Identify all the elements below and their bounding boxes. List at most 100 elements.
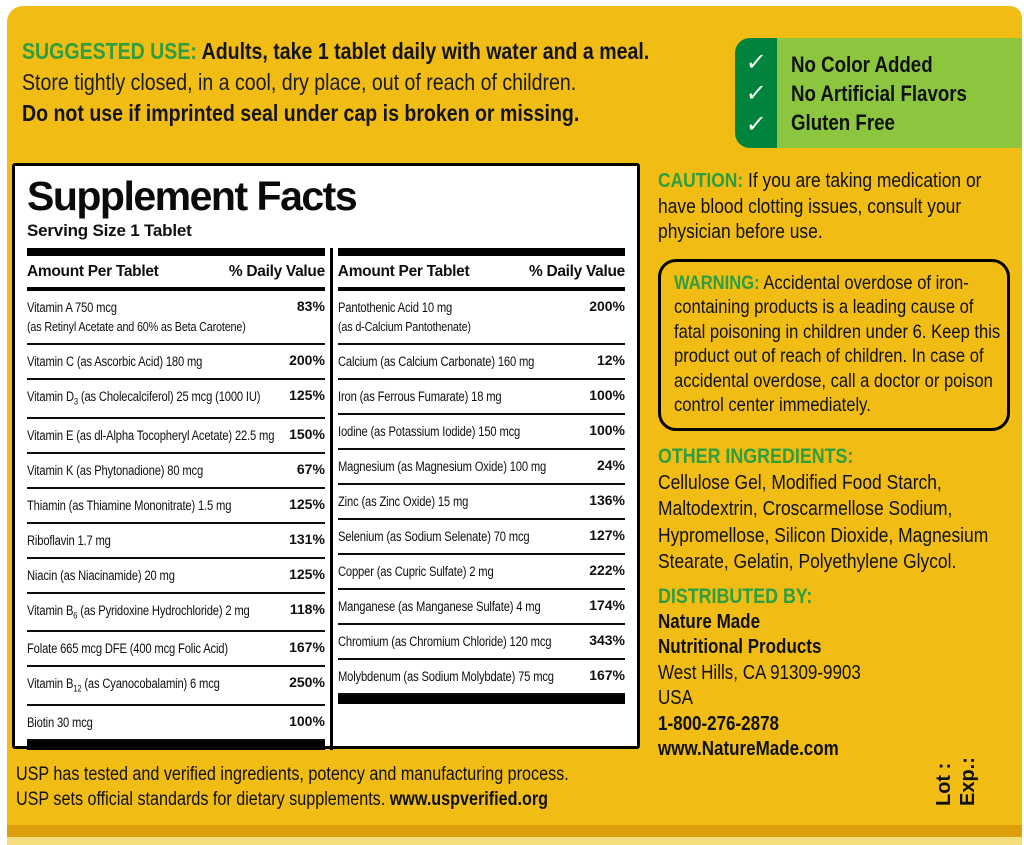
fact-row: Vitamin E (as dl-Alpha Tocopheryl Acetat… bbox=[27, 419, 325, 454]
fact-row: Manganese (as Manganese Sulfate) 4 mg 174… bbox=[337, 590, 625, 625]
column-divider bbox=[329, 248, 333, 751]
fact-row: Vitamin B6 (as Pyridoxine Hydrochloride)… bbox=[27, 594, 325, 633]
fact-row: Thiamin (as Thiamine Mononitrate) 1.5 mg… bbox=[27, 489, 325, 524]
caution-text: If you are taking medication or have blo… bbox=[658, 169, 982, 243]
caution-heading: CAUTION: bbox=[658, 169, 744, 192]
warning-heading: WARNING: bbox=[674, 271, 760, 294]
daily-value: 136% bbox=[589, 492, 625, 508]
table-header-left: Amount Per Tablet % Daily Value bbox=[27, 256, 325, 291]
daily-value: 150% bbox=[289, 425, 325, 442]
suggested-use-line1: SUGGESTED USE: Adults, take 1 tablet dai… bbox=[22, 36, 762, 67]
suggested-use-line1-text: Adults, take 1 tablet daily with water a… bbox=[196, 38, 650, 64]
usp-line2: USP sets official standards for dietary … bbox=[16, 788, 756, 813]
nutrient-name: Copper (as Cupric Sulfate) 2 mg bbox=[337, 564, 494, 579]
nutrient-name: Pantothenic Acid 10 mg bbox=[337, 300, 452, 315]
lot-label: Lot : bbox=[933, 762, 955, 806]
suggested-use-section: SUGGESTED USE: Adults, take 1 tablet dai… bbox=[22, 36, 762, 129]
table-top-bar bbox=[337, 248, 625, 256]
daily-value: 67% bbox=[296, 460, 325, 477]
table-bottom-bar bbox=[337, 695, 625, 704]
distributed-by-line: Nature Made bbox=[658, 610, 761, 633]
nutrient-name: Niacin (as Niacinamide) 20 mg bbox=[27, 567, 175, 583]
claim-label: No Color Added bbox=[791, 51, 933, 77]
claim-label: No Artificial Flavors bbox=[791, 80, 967, 106]
distributed-by-line: 1-800-276-2878 bbox=[658, 712, 779, 735]
daily-value: 250% bbox=[289, 674, 325, 691]
header-daily-value: % Daily Value bbox=[528, 263, 625, 280]
fact-row: Molybdenum (as Sodium Molybdate) 75 mcg 1… bbox=[337, 660, 625, 695]
nutrient-name: Selenium (as Sodium Selenate) 70 mcg bbox=[337, 529, 530, 544]
nutrient-name: Vitamin K (as Phytonadione) 80 mcg bbox=[27, 462, 204, 478]
other-ingredients-heading: OTHER INGREDIENTS: bbox=[658, 444, 854, 468]
daily-value: 118% bbox=[289, 600, 325, 617]
fact-row: Vitamin K (as Phytonadione) 80 mcg 67% bbox=[27, 454, 325, 489]
nutrient-name: Manganese (as Manganese Sulfate) 4 mg bbox=[337, 599, 541, 614]
fact-row: Vitamin D3 (as Cholecalciferol) 25 mcg (… bbox=[27, 380, 325, 419]
usp-footer: USP has tested and verified ingredients,… bbox=[16, 763, 756, 812]
daily-value: 100% bbox=[589, 422, 625, 438]
check-icon: ✓ bbox=[744, 79, 768, 107]
daily-value: 24% bbox=[596, 457, 625, 473]
nutrient-name: Folate 665 mcg DFE (400 mcg Folic Acid) bbox=[27, 641, 228, 657]
suggested-use-heading: SUGGESTED USE: bbox=[22, 38, 197, 64]
lot-exp-block: Lot : Exp.: bbox=[932, 757, 980, 806]
daily-value: 12% bbox=[596, 352, 625, 368]
nutrient-name: Vitamin B6 (as Pyridoxine Hydrochloride)… bbox=[27, 602, 250, 621]
claim-label: Gluten Free bbox=[791, 109, 895, 135]
nutrient-name: Calcium (as Calcium Carbonate) 160 mg bbox=[337, 354, 535, 369]
other-ingredients-section: OTHER INGREDIENTS: Cellulose Gel, Modifi… bbox=[658, 444, 1018, 576]
check-icon: ✓ bbox=[744, 110, 768, 138]
usp-line2-text: USP sets official standards for dietary … bbox=[16, 788, 390, 810]
fact-row: Copper (as Cupric Sulfate) 2 mg 222% bbox=[337, 555, 625, 590]
daily-value: 125% bbox=[289, 495, 325, 512]
nutrient-name: Biotin 30 mcg bbox=[27, 715, 93, 731]
fact-row: Chromium (as Chromium Chloride) 120 mcg 3… bbox=[337, 625, 625, 660]
fact-row: Zinc (as Zinc Oxide) 15 mg 136% bbox=[337, 485, 625, 520]
right-info-column: CAUTION: If you are taking medication or… bbox=[658, 168, 1018, 763]
nutrient-name: Chromium (as Chromium Chloride) 120 mcg bbox=[337, 634, 552, 649]
nutrient-name: Vitamin B12 (as Cyanocobalamin) 6 mcg bbox=[27, 676, 220, 695]
daily-value: 222% bbox=[589, 562, 625, 578]
fact-row: Niacin (as Niacinamide) 20 mg 125% bbox=[27, 559, 325, 594]
claims-list: No Color Added No Artificial Flavors Glute… bbox=[777, 38, 998, 148]
daily-value: 200% bbox=[289, 352, 325, 368]
serving-size: Serving Size 1 Tablet bbox=[27, 221, 192, 240]
table-bottom-bar bbox=[27, 741, 325, 751]
fact-row: Iron (as Ferrous Fumarate) 18 mg 100% bbox=[337, 380, 625, 415]
supplement-facts-panel: Supplement Facts Serving Size 1 Tablet A… bbox=[12, 163, 640, 751]
daily-value: 174% bbox=[589, 597, 625, 613]
claims-check-column: ✓ ✓ ✓ bbox=[735, 38, 777, 148]
daily-value: 167% bbox=[289, 639, 325, 656]
fact-row: Riboflavin 1.7 mg 131% bbox=[27, 524, 325, 559]
nutrient-name: Vitamin C (as Ascorbic Acid) 180 mg bbox=[27, 354, 203, 369]
fact-row: Biotin 30 mcg 100% bbox=[27, 706, 325, 742]
distributed-by-section: DISTRIBUTED BY: Nature Made Nutritional P… bbox=[658, 584, 1018, 763]
label-bottom-edge-light bbox=[7, 837, 1022, 845]
nutrient-note: (as d-Calcium Pantothenate) bbox=[337, 319, 471, 334]
nutrient-name: Molybdenum (as Sodium Molybdate) 75 mcg bbox=[337, 669, 554, 684]
usp-line1: USP has tested and verified ingredients,… bbox=[16, 764, 569, 785]
fact-row: Folate 665 mcg DFE (400 mcg Folic Acid) 1… bbox=[27, 632, 325, 668]
fact-row: Selenium (as Sodium Selenate) 70 mcg 127% bbox=[337, 520, 625, 555]
facts-column-right: Amount Per Tablet % Daily Value Pantothe… bbox=[337, 248, 625, 750]
facts-rows-left: Vitamin A 750 mcg 83% (as Retinyl Acetate … bbox=[27, 291, 325, 742]
facts-rows-right: Pantothenic Acid 10 mg 200% (as d-Calcium … bbox=[337, 291, 625, 695]
warning-text-block: WARNING: Accidental overdose of iron-con… bbox=[674, 271, 1006, 418]
nutrient-name: Vitamin A 750 mcg bbox=[27, 300, 117, 315]
fact-row: Calcium (as Calcium Carbonate) 160 mg 12% bbox=[337, 345, 625, 380]
header-amount: Amount Per Tablet bbox=[27, 263, 159, 280]
supplement-facts-title: Supplement Facts bbox=[27, 173, 358, 219]
check-icon: ✓ bbox=[744, 48, 768, 76]
suggested-use-line3: Do not use if imprinted seal under cap i… bbox=[22, 100, 580, 126]
warning-text: Accidental overdose of iron-containing p… bbox=[674, 271, 1001, 417]
nutrient-name: Magnesium (as Magnesium Oxide) 100 mg bbox=[337, 459, 546, 474]
distributed-by-line: www.NatureMade.com bbox=[658, 738, 839, 760]
daily-value: 83% bbox=[296, 298, 325, 314]
fact-row: Vitamin C (as Ascorbic Acid) 180 mg 200% bbox=[27, 345, 325, 380]
other-ingredients-text: Cellulose Gel, Modified Food Starch, Mal… bbox=[658, 470, 989, 574]
usp-verified-url: www.uspverified.org bbox=[389, 788, 548, 810]
distributed-by-line: Nutritional Products bbox=[658, 636, 822, 658]
nutrient-name: Iodine (as Potassium Iodide) 150 mcg bbox=[337, 424, 520, 439]
fact-row: Magnesium (as Magnesium Oxide) 100 mg 24% bbox=[337, 450, 625, 485]
daily-value: 100% bbox=[289, 713, 325, 730]
